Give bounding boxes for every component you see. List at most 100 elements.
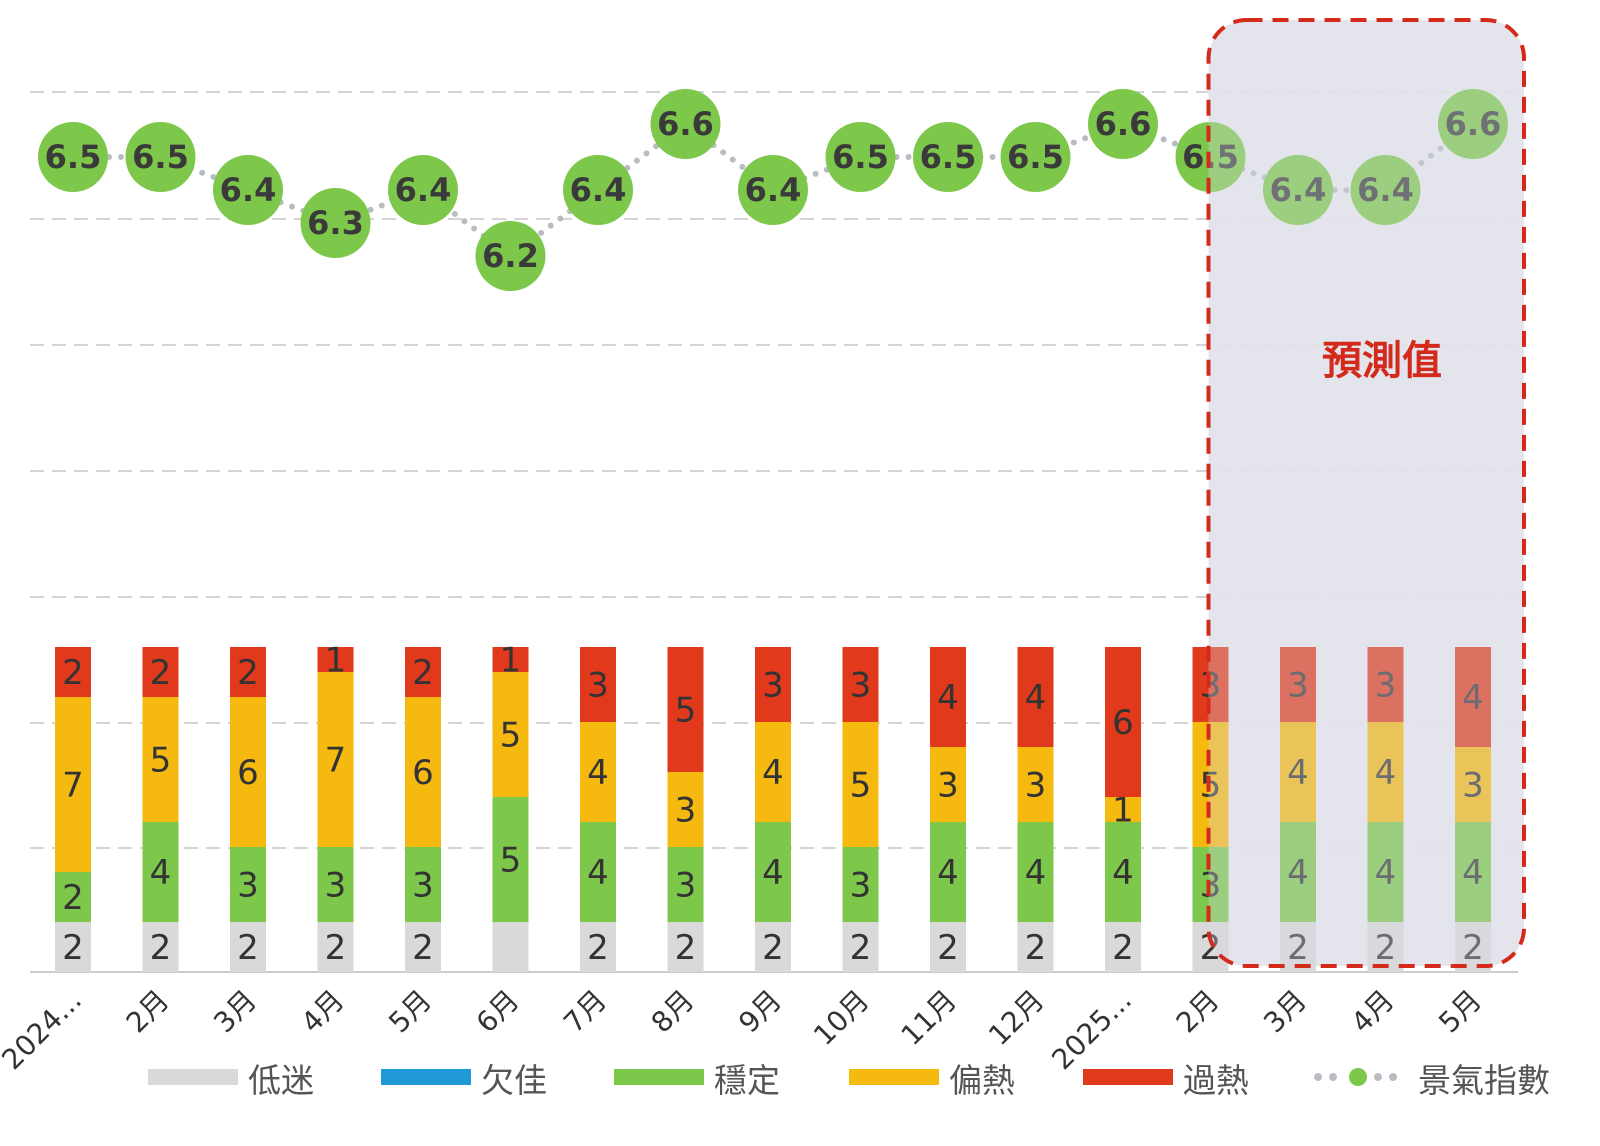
- bar-stack: 2 4 5 2: [142, 647, 179, 972]
- bar-segment-label: 2: [62, 928, 84, 968]
- bar-segment-label: 2: [412, 928, 434, 968]
- bar-segment-label: 3: [850, 666, 872, 706]
- bar-segment: [317, 672, 354, 847]
- bar-segment-label: 4: [587, 853, 609, 893]
- bar-stack: 2 4 3 4: [1017, 647, 1054, 972]
- bar-segment-label: 2: [675, 928, 697, 968]
- bar-segment-label: 3: [675, 866, 697, 906]
- bar-segment: [1017, 822, 1054, 922]
- bar-segment: [930, 647, 966, 747]
- index-point-label: 6.6: [1095, 105, 1152, 143]
- bar-segment: [1367, 822, 1404, 922]
- bar-segment-label: 3: [1025, 766, 1047, 806]
- bar-segment: [317, 922, 354, 972]
- bar-segment: [1105, 922, 1141, 972]
- bar-stack: 2 4 4 3: [755, 647, 791, 972]
- bar-segment-label: 2: [1112, 928, 1134, 968]
- bar-segment: [1280, 922, 1316, 972]
- bar-segment: [1367, 922, 1404, 972]
- legend-label: 穩定: [714, 1061, 780, 1100]
- bar-stack: 2 4 4 3: [1367, 647, 1404, 972]
- bar-stack: 2 4 3 4: [930, 647, 966, 972]
- bar-segment-label: 4: [762, 853, 784, 893]
- index-point: [1263, 155, 1333, 225]
- bar-segment: [230, 847, 266, 922]
- index-point-label: 6.4: [1270, 171, 1327, 209]
- bar-segment: [755, 722, 791, 822]
- bar-segment: [667, 647, 704, 772]
- bar-segment-label: 1: [500, 641, 522, 681]
- bar-segment-label: 2: [1025, 928, 1047, 968]
- bar-segment: [405, 697, 441, 847]
- bar-segment: [1105, 822, 1141, 922]
- bar-stack: 2 4 4 3: [580, 647, 616, 972]
- bar-segment-label: 3: [762, 666, 784, 706]
- stacked-bars: 2272245223622371236255124432335244323532…: [55, 641, 1491, 972]
- bar-segment: [667, 772, 704, 847]
- legend-line-dot: [1314, 1073, 1322, 1081]
- bar-segment: [142, 822, 179, 922]
- bar-segment: [667, 847, 704, 922]
- bar-stack: 2 4 1 6: [1105, 647, 1141, 972]
- bar-segment-label: 5: [500, 841, 522, 881]
- bar-segment: [55, 872, 91, 922]
- bar-segment-label: 2: [1287, 928, 1309, 968]
- index-point-label: 6.5: [1007, 138, 1064, 176]
- bar-segment: [580, 722, 616, 822]
- bar-segment: [492, 672, 529, 797]
- bar-segment-label: 7: [62, 766, 84, 806]
- bar-segment: [842, 922, 879, 972]
- bar-segment: [930, 822, 966, 922]
- bar-segment: [1105, 797, 1141, 822]
- bar-segment: [405, 922, 441, 972]
- bar-segment-label: 2: [1375, 928, 1397, 968]
- bar-segment-label: 6: [237, 753, 259, 793]
- bar-segment-label: 6: [412, 753, 434, 793]
- bar-stack: 2 2 7 2: [55, 647, 91, 972]
- index-point: [1088, 89, 1158, 159]
- bar-segment-label: 2: [1462, 928, 1484, 968]
- bar-segment-label: 2: [1200, 928, 1222, 968]
- index-point-label: 6.6: [1445, 105, 1502, 143]
- bar-segment: [405, 647, 441, 697]
- index-point-label: 6.4: [395, 171, 452, 209]
- bar-stack: 2 3 3 5: [667, 647, 704, 972]
- bar-stack: 2 3 6 2: [405, 647, 441, 972]
- bar-segment-label: 4: [1375, 853, 1397, 893]
- index-point: [213, 155, 283, 225]
- bar-segment: [230, 697, 266, 847]
- bar-segment-label: 4: [1375, 753, 1397, 793]
- x-tick-label: 2024...: [0, 984, 88, 1077]
- bar-segment-label: 3: [675, 791, 697, 831]
- bar-segment-label: 5: [675, 691, 697, 731]
- bar-segment-label: 2: [150, 928, 172, 968]
- bar-segment-label: 4: [762, 753, 784, 793]
- bar-segment: [1280, 822, 1316, 922]
- bar-segment-label: 4: [1025, 678, 1047, 718]
- bar-segment-label: 2: [62, 653, 84, 693]
- bar-segment: [667, 922, 704, 972]
- bar-segment-label: 3: [1287, 666, 1309, 706]
- bar-segment: [492, 797, 529, 922]
- bar-segment: [492, 647, 529, 672]
- index-point: [1350, 155, 1421, 225]
- bar-segment: [842, 847, 879, 922]
- bar-segment-label: 5: [150, 741, 172, 781]
- bar-segment: [1017, 647, 1054, 747]
- bar-segment: [1017, 747, 1054, 822]
- bar-segment: [142, 922, 179, 972]
- bar-segment-label: 1: [325, 641, 347, 681]
- bar-segment-label: 3: [587, 666, 609, 706]
- index-point: [475, 221, 546, 291]
- legend-swatch: [1083, 1069, 1173, 1085]
- index-point: [1438, 89, 1508, 159]
- bar-segment-label: 3: [237, 866, 259, 906]
- bar-segment: [230, 922, 266, 972]
- forecast-region-tint: [1208, 20, 1524, 966]
- bar-segment: [1280, 722, 1316, 822]
- legend-label: 景氣指數: [1418, 1061, 1550, 1100]
- x-tick-label: 6月: [470, 984, 526, 1040]
- bar-segment: [842, 722, 879, 847]
- x-tick-label: 4月: [1345, 984, 1401, 1040]
